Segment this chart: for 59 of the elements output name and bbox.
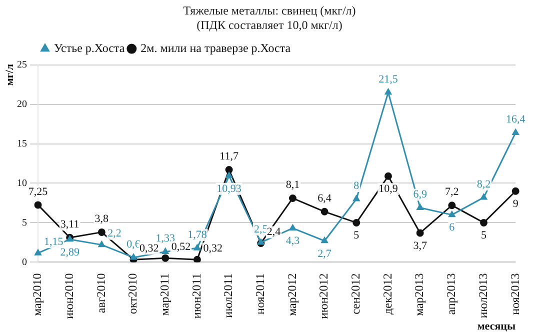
chart-subtitle: (ПДК составляет 10,0 мкг/л) bbox=[196, 18, 342, 32]
data-label: 7,25 bbox=[28, 186, 48, 198]
x-tick-label: июн2010 bbox=[62, 273, 76, 320]
data-label: 8 bbox=[354, 180, 360, 192]
data-label: 2,5 bbox=[254, 223, 268, 236]
legend-label: 2м. мили на траверзе р.Хоста bbox=[140, 40, 292, 55]
y-tick-label: 15 bbox=[17, 138, 27, 150]
data-label: 10,93 bbox=[216, 182, 242, 195]
data-label: 16,4 bbox=[506, 114, 526, 126]
x-tick-label: авг2010 bbox=[94, 273, 108, 314]
y-tick-label: 20 bbox=[17, 98, 27, 110]
data-label: 3,8 bbox=[94, 213, 110, 226]
chart-title: Тяжелые металлы: свинец (мкг/л) bbox=[183, 3, 356, 18]
x-tick-label: июл2013 bbox=[476, 273, 490, 318]
x-tick-label: ноя2013 bbox=[508, 273, 522, 315]
x-axis-title: месяцы bbox=[477, 320, 516, 332]
data-label: 2,89 bbox=[60, 246, 80, 258]
data-label: 2,4 bbox=[266, 226, 282, 238]
x-tick-label: июн2011 bbox=[189, 273, 204, 319]
x-tick-label: мар2012 bbox=[284, 273, 299, 316]
data-label: 6 bbox=[449, 222, 456, 234]
data-label: 2,7 bbox=[318, 248, 332, 260]
data-label: 7,2 bbox=[445, 186, 459, 198]
y-tick-label: 0 bbox=[22, 256, 27, 268]
x-tick-label: сен2012 bbox=[348, 273, 363, 314]
data-label: 8,2 bbox=[476, 178, 491, 190]
data-label: 3,7 bbox=[413, 240, 428, 252]
data-label: 0,52 bbox=[171, 240, 191, 253]
x-tick-label: дек2012 bbox=[380, 273, 394, 314]
x-tick-label: окт2010 bbox=[126, 273, 140, 314]
x-tick-label: апр2013 bbox=[444, 273, 458, 315]
y-tick-label: 5 bbox=[22, 217, 27, 228]
y-tick-label: 25 bbox=[17, 59, 27, 70]
y-tick-label: 10 bbox=[17, 178, 27, 189]
data-label: 5 bbox=[354, 230, 360, 242]
x-tick-label: мар2011 bbox=[158, 273, 172, 316]
legend-label: Устье р.Хоста bbox=[54, 40, 126, 55]
data-label: 0,32 bbox=[203, 242, 222, 255]
data-label: 11,7 bbox=[220, 150, 239, 163]
x-tick-label: июл2011 bbox=[221, 273, 236, 318]
x-tick-label: ноя2011 bbox=[253, 273, 268, 314]
data-label: 3,11 bbox=[60, 218, 80, 231]
data-label: 6,4 bbox=[318, 192, 332, 205]
data-label: 4,3 bbox=[286, 235, 300, 248]
x-tick-label: мар2013 bbox=[412, 273, 426, 316]
data-label: 10,9 bbox=[378, 183, 398, 196]
data-label: 0,6 bbox=[126, 238, 141, 250]
data-label: 1,15 bbox=[44, 236, 64, 248]
data-label: 9 bbox=[512, 198, 519, 210]
data-label: 5 bbox=[481, 230, 488, 242]
data-label: 6,9 bbox=[413, 188, 428, 201]
x-tick-label: июн2012 bbox=[316, 273, 331, 320]
y-axis-title: мг/л bbox=[4, 64, 16, 86]
data-label: 0,32 bbox=[140, 242, 159, 255]
data-label: 2,2 bbox=[108, 228, 122, 240]
data-label: 21,5 bbox=[378, 73, 398, 86]
data-label: 1,78 bbox=[188, 229, 208, 242]
data-label: 8,1 bbox=[286, 179, 300, 192]
x-tick-label: мар2010 bbox=[30, 273, 44, 316]
